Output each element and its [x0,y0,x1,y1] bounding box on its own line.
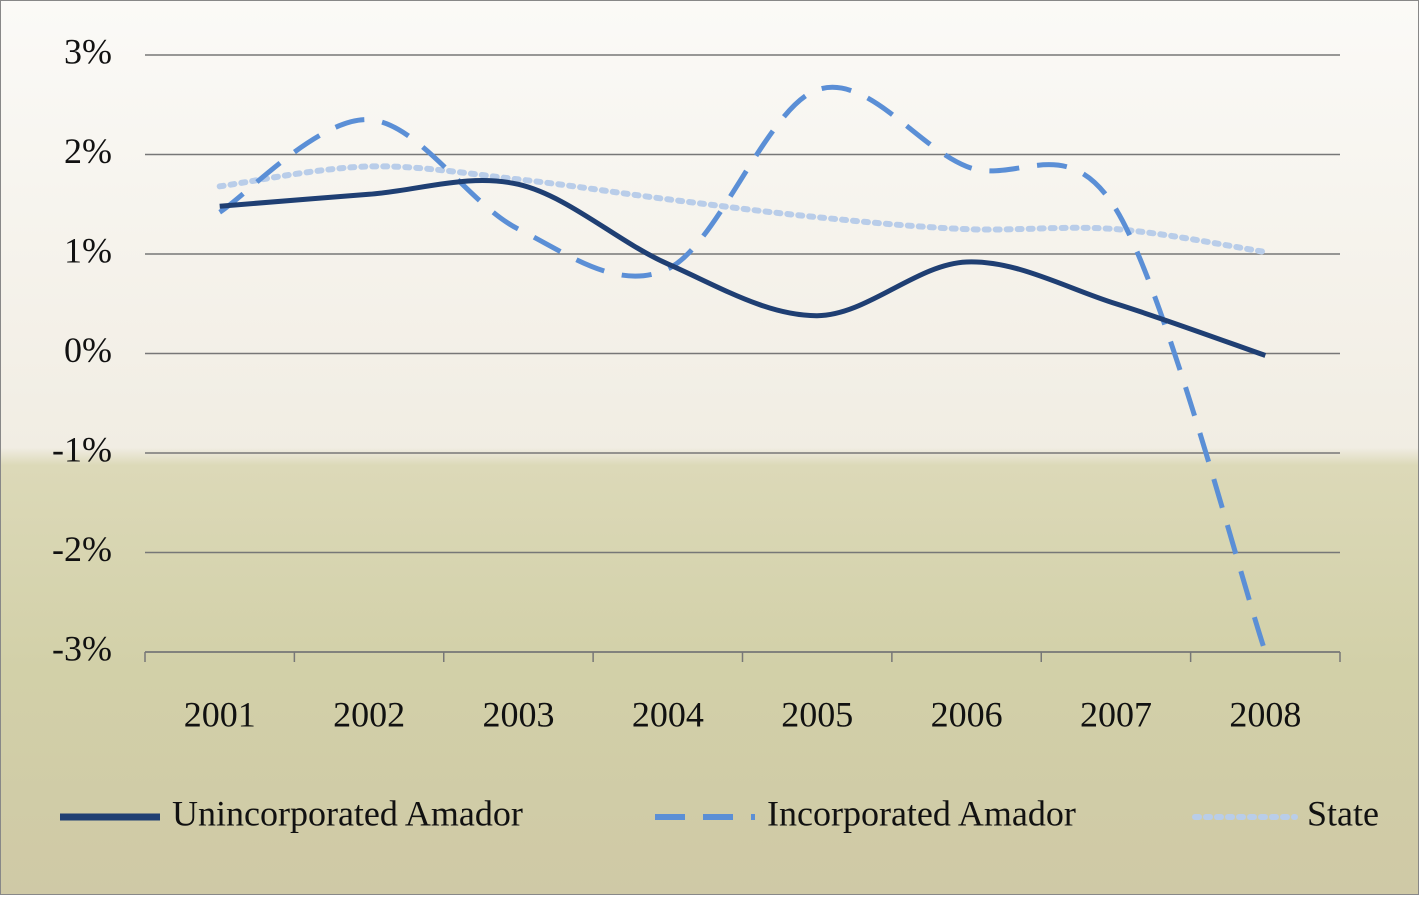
y-tick-label: 2% [64,131,112,171]
legend-label: Incorporated Amador [767,793,1076,833]
x-tick-label: 2003 [482,694,554,734]
legend-label: Unincorporated Amador [172,793,523,833]
x-tick-label: 2005 [781,694,853,734]
legend-label: State [1307,793,1379,833]
y-tick-label: 1% [64,230,112,270]
x-tick-label: 2002 [333,694,405,734]
series-line [219,177,1267,358]
x-tick-label: 2001 [184,694,256,734]
y-tick-label: -1% [52,429,112,469]
series-line [218,85,1268,653]
x-tick-label: 2006 [931,694,1003,734]
x-tick-label: 2008 [1229,694,1301,734]
y-tick-label: 3% [64,31,112,71]
x-tick-label: 2004 [632,694,704,734]
y-tick-label: -2% [52,529,112,569]
series-line [216,163,1269,256]
y-tick-label: 0% [64,330,112,370]
x-tick-label: 2007 [1080,694,1152,734]
y-tick-label: -3% [52,628,112,668]
